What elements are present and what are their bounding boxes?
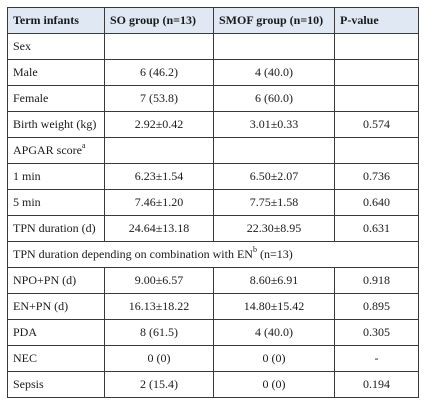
- so-value: 0 (0): [104, 345, 214, 372]
- so-value: 8 (61.5): [104, 319, 214, 346]
- row-label: EN+PN (d): [7, 293, 105, 320]
- row-label: Female: [7, 85, 105, 112]
- header-term-infants: Term infants: [7, 7, 105, 34]
- row-label: 5 min: [7, 189, 105, 216]
- table-row: PDA 8 (61.5) 4 (40.0) 0.305: [7, 319, 419, 346]
- so-value: 2 (15.4): [104, 371, 214, 398]
- table-row: Sex: [7, 33, 419, 60]
- span-row-text: TPN duration depending on combination wi…: [13, 247, 253, 261]
- smof-value: 4 (40.0): [213, 319, 335, 346]
- header-row: Term infants SO group (n=13) SMOF group …: [7, 7, 419, 34]
- p-value: [334, 59, 419, 86]
- term-infants-table: Term infants SO group (n=13) SMOF group …: [7, 7, 419, 398]
- p-value: 0.305: [334, 319, 419, 346]
- p-value: 0.574: [334, 111, 419, 138]
- span-row-cell: TPN duration depending on combination wi…: [7, 241, 419, 268]
- span-row: TPN duration depending on combination wi…: [7, 241, 419, 268]
- so-value: [104, 33, 214, 60]
- table-row: NEC 0 (0) 0 (0) -: [7, 345, 419, 372]
- smof-value: 0 (0): [213, 371, 335, 398]
- table-row: APGAR scorea: [7, 137, 419, 164]
- so-value: [104, 137, 214, 164]
- smof-value: 4 (40.0): [213, 59, 335, 86]
- row-label: APGAR scorea: [7, 137, 105, 164]
- p-value: [334, 33, 419, 60]
- so-value: 24.64±13.18: [104, 215, 214, 242]
- row-label: PDA: [7, 319, 105, 346]
- smof-value: [213, 33, 335, 60]
- so-value: 6.23±1.54: [104, 163, 214, 190]
- so-value: 9.00±6.57: [104, 267, 214, 294]
- table-row: Birth weight (kg) 2.92±0.42 3.01±0.33 0.…: [7, 111, 419, 138]
- smof-value: 14.80±15.42: [213, 293, 335, 320]
- p-value: 0.895: [334, 293, 419, 320]
- row-label-text: APGAR score: [13, 143, 82, 157]
- p-value: [334, 137, 419, 164]
- footnote-marker: a: [82, 141, 86, 150]
- table-row: Male 6 (46.2) 4 (40.0): [7, 59, 419, 86]
- row-label: Sepsis: [7, 371, 105, 398]
- table-row: 1 min 6.23±1.54 6.50±2.07 0.736: [7, 163, 419, 190]
- smof-value: 6 (60.0): [213, 85, 335, 112]
- smof-value: 3.01±0.33: [213, 111, 335, 138]
- smof-value: 0 (0): [213, 345, 335, 372]
- row-label: NPO+PN (d): [7, 267, 105, 294]
- row-label: 1 min: [7, 163, 105, 190]
- table-container: Term infants SO group (n=13) SMOF group …: [7, 7, 419, 398]
- table-row: NPO+PN (d) 9.00±6.57 8.60±6.91 0.918: [7, 267, 419, 294]
- smof-value: [213, 137, 335, 164]
- so-value: 6 (46.2): [104, 59, 214, 86]
- so-value: 16.13±18.22: [104, 293, 214, 320]
- row-label: TPN duration (d): [7, 215, 105, 242]
- so-value: 7.46±1.20: [104, 189, 214, 216]
- smof-value: 7.75±1.58: [213, 189, 335, 216]
- row-label: Male: [7, 59, 105, 86]
- header-p-value: P-value: [334, 7, 419, 34]
- header-so-group: SO group (n=13): [104, 7, 214, 34]
- row-label: NEC: [7, 345, 105, 372]
- p-value: 0.631: [334, 215, 419, 242]
- table-row: Sepsis 2 (15.4) 0 (0) 0.194: [7, 371, 419, 398]
- table-row: 5 min 7.46±1.20 7.75±1.58 0.640: [7, 189, 419, 216]
- smof-value: 6.50±2.07: [213, 163, 335, 190]
- span-row-tail: (n=13): [256, 247, 293, 261]
- p-value: -: [334, 345, 419, 372]
- table-row: EN+PN (d) 16.13±18.22 14.80±15.42 0.895: [7, 293, 419, 320]
- row-label: Sex: [7, 33, 105, 60]
- p-value: 0.736: [334, 163, 419, 190]
- smof-value: 8.60±6.91: [213, 267, 335, 294]
- row-label: Birth weight (kg): [7, 111, 105, 138]
- so-value: 2.92±0.42: [104, 111, 214, 138]
- table-row: Female 7 (53.8) 6 (60.0): [7, 85, 419, 112]
- footnote-marker: b: [252, 245, 257, 254]
- p-value: [334, 85, 419, 112]
- so-value: 7 (53.8): [104, 85, 214, 112]
- smof-value: 22.30±8.95: [213, 215, 335, 242]
- table-row: TPN duration (d) 24.64±13.18 22.30±8.95 …: [7, 215, 419, 242]
- p-value: 0.918: [334, 267, 419, 294]
- header-smof-group: SMOF group (n=10): [213, 7, 335, 34]
- p-value: 0.194: [334, 371, 419, 398]
- p-value: 0.640: [334, 189, 419, 216]
